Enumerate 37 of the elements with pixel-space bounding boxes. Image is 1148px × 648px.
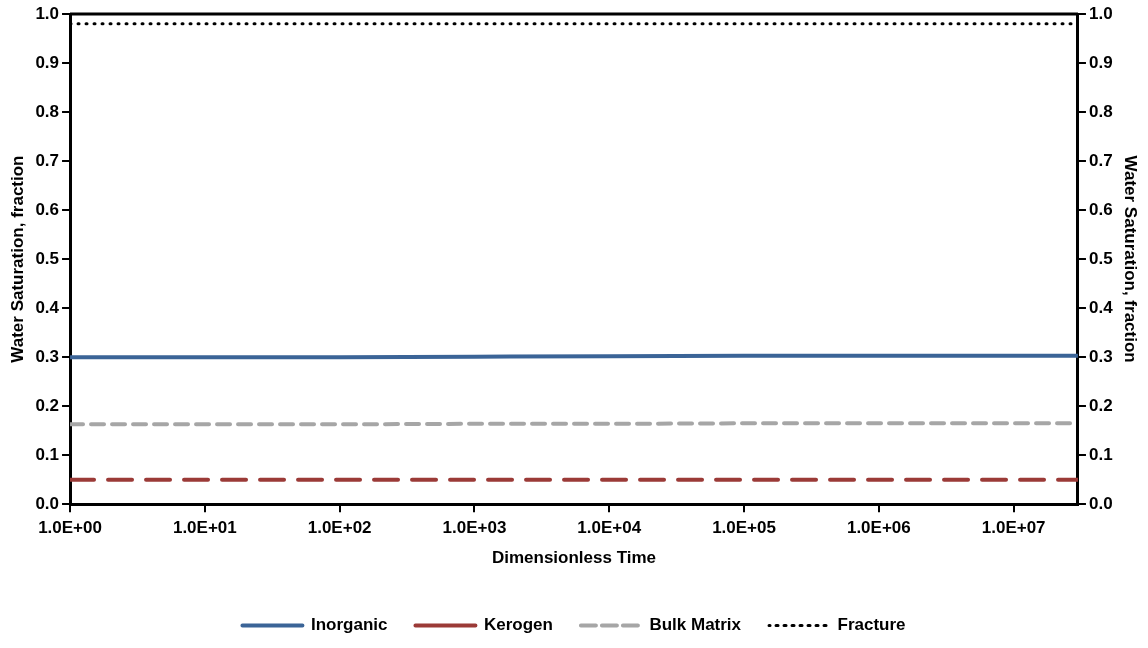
y-tick-label: 0.8 [35,101,60,121]
x-tick-label: 1.0E+00 [38,518,102,538]
y2-tick-label: 0.1 [1088,444,1113,464]
y-tick-label: 0.1 [35,444,60,464]
y2-tick-label: 0.9 [1088,52,1113,72]
x-tick-label: 1.0E+07 [981,518,1046,538]
x-tick-label: 1.0E+06 [846,518,911,538]
y-tick-label: 0.5 [35,248,60,268]
y2-tick-label: 0.5 [1088,248,1113,268]
y-tick-label: 1.0 [35,3,60,23]
y2-tick-label: 0.4 [1088,297,1114,317]
y2-tick-label: 0.6 [1088,199,1113,219]
y2-tick-label: 0.7 [1088,150,1113,170]
x-tick-label: 1.0E+04 [577,518,642,538]
x-tick-label: 1.0E+01 [172,518,237,538]
x-tick-label: 1.0E+05 [712,518,776,538]
y-tick-label: 0.4 [35,297,60,317]
y2-tick-label: 1.0 [1088,3,1113,23]
y2-tick-label: 0.3 [1088,346,1113,366]
y-tick-label: 0.6 [35,199,60,219]
y-tick-label: 0.0 [35,493,60,513]
y2-axis-title: Water Saturation, fraction [1121,155,1141,363]
x-tick-label: 1.0E+03 [442,518,507,538]
y2-tick-label: 0.2 [1088,395,1113,415]
y-tick-label: 0.9 [35,52,60,72]
legend-label: Kerogen [483,615,553,635]
y-tick-label: 0.7 [35,150,60,170]
legend-label: Bulk Matrix [649,615,742,635]
legend-label: Fracture [837,615,906,635]
legend-label: Inorganic [310,615,388,635]
x-axis-title: Dimensionless Time [491,548,657,568]
y2-tick-label: 0.0 [1088,493,1113,513]
y2-tick-label: 0.8 [1088,101,1113,121]
y-tick-label: 0.2 [35,395,60,415]
y-tick-label: 0.3 [35,346,60,366]
x-tick-label: 1.0E+02 [307,518,372,538]
y-axis-title: Water Saturation, fraction [7,155,27,363]
